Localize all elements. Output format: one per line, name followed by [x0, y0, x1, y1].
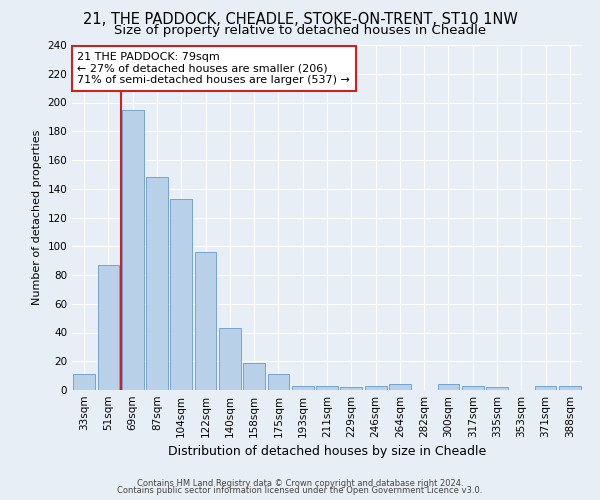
- Bar: [268, 374, 289, 390]
- Bar: [122, 110, 143, 390]
- Text: 21 THE PADDOCK: 79sqm
← 27% of detached houses are smaller (206)
71% of semi-det: 21 THE PADDOCK: 79sqm ← 27% of detached …: [77, 52, 350, 85]
- Bar: [437, 384, 460, 390]
- Bar: [97, 265, 119, 390]
- Bar: [243, 362, 265, 390]
- Bar: [462, 386, 484, 390]
- Bar: [340, 387, 362, 390]
- Text: Contains HM Land Registry data © Crown copyright and database right 2024.: Contains HM Land Registry data © Crown c…: [137, 478, 463, 488]
- Bar: [292, 386, 314, 390]
- Bar: [389, 384, 411, 390]
- Bar: [73, 374, 95, 390]
- Bar: [170, 199, 192, 390]
- Text: Size of property relative to detached houses in Cheadle: Size of property relative to detached ho…: [114, 24, 486, 37]
- Bar: [219, 328, 241, 390]
- Bar: [365, 386, 386, 390]
- Text: 21, THE PADDOCK, CHEADLE, STOKE-ON-TRENT, ST10 1NW: 21, THE PADDOCK, CHEADLE, STOKE-ON-TRENT…: [83, 12, 517, 28]
- Bar: [535, 386, 556, 390]
- Y-axis label: Number of detached properties: Number of detached properties: [32, 130, 42, 305]
- Bar: [316, 386, 338, 390]
- X-axis label: Distribution of detached houses by size in Cheadle: Distribution of detached houses by size …: [168, 446, 486, 458]
- Bar: [146, 178, 168, 390]
- Bar: [486, 387, 508, 390]
- Text: Contains public sector information licensed under the Open Government Licence v3: Contains public sector information licen…: [118, 486, 482, 495]
- Bar: [194, 252, 217, 390]
- Bar: [559, 386, 581, 390]
